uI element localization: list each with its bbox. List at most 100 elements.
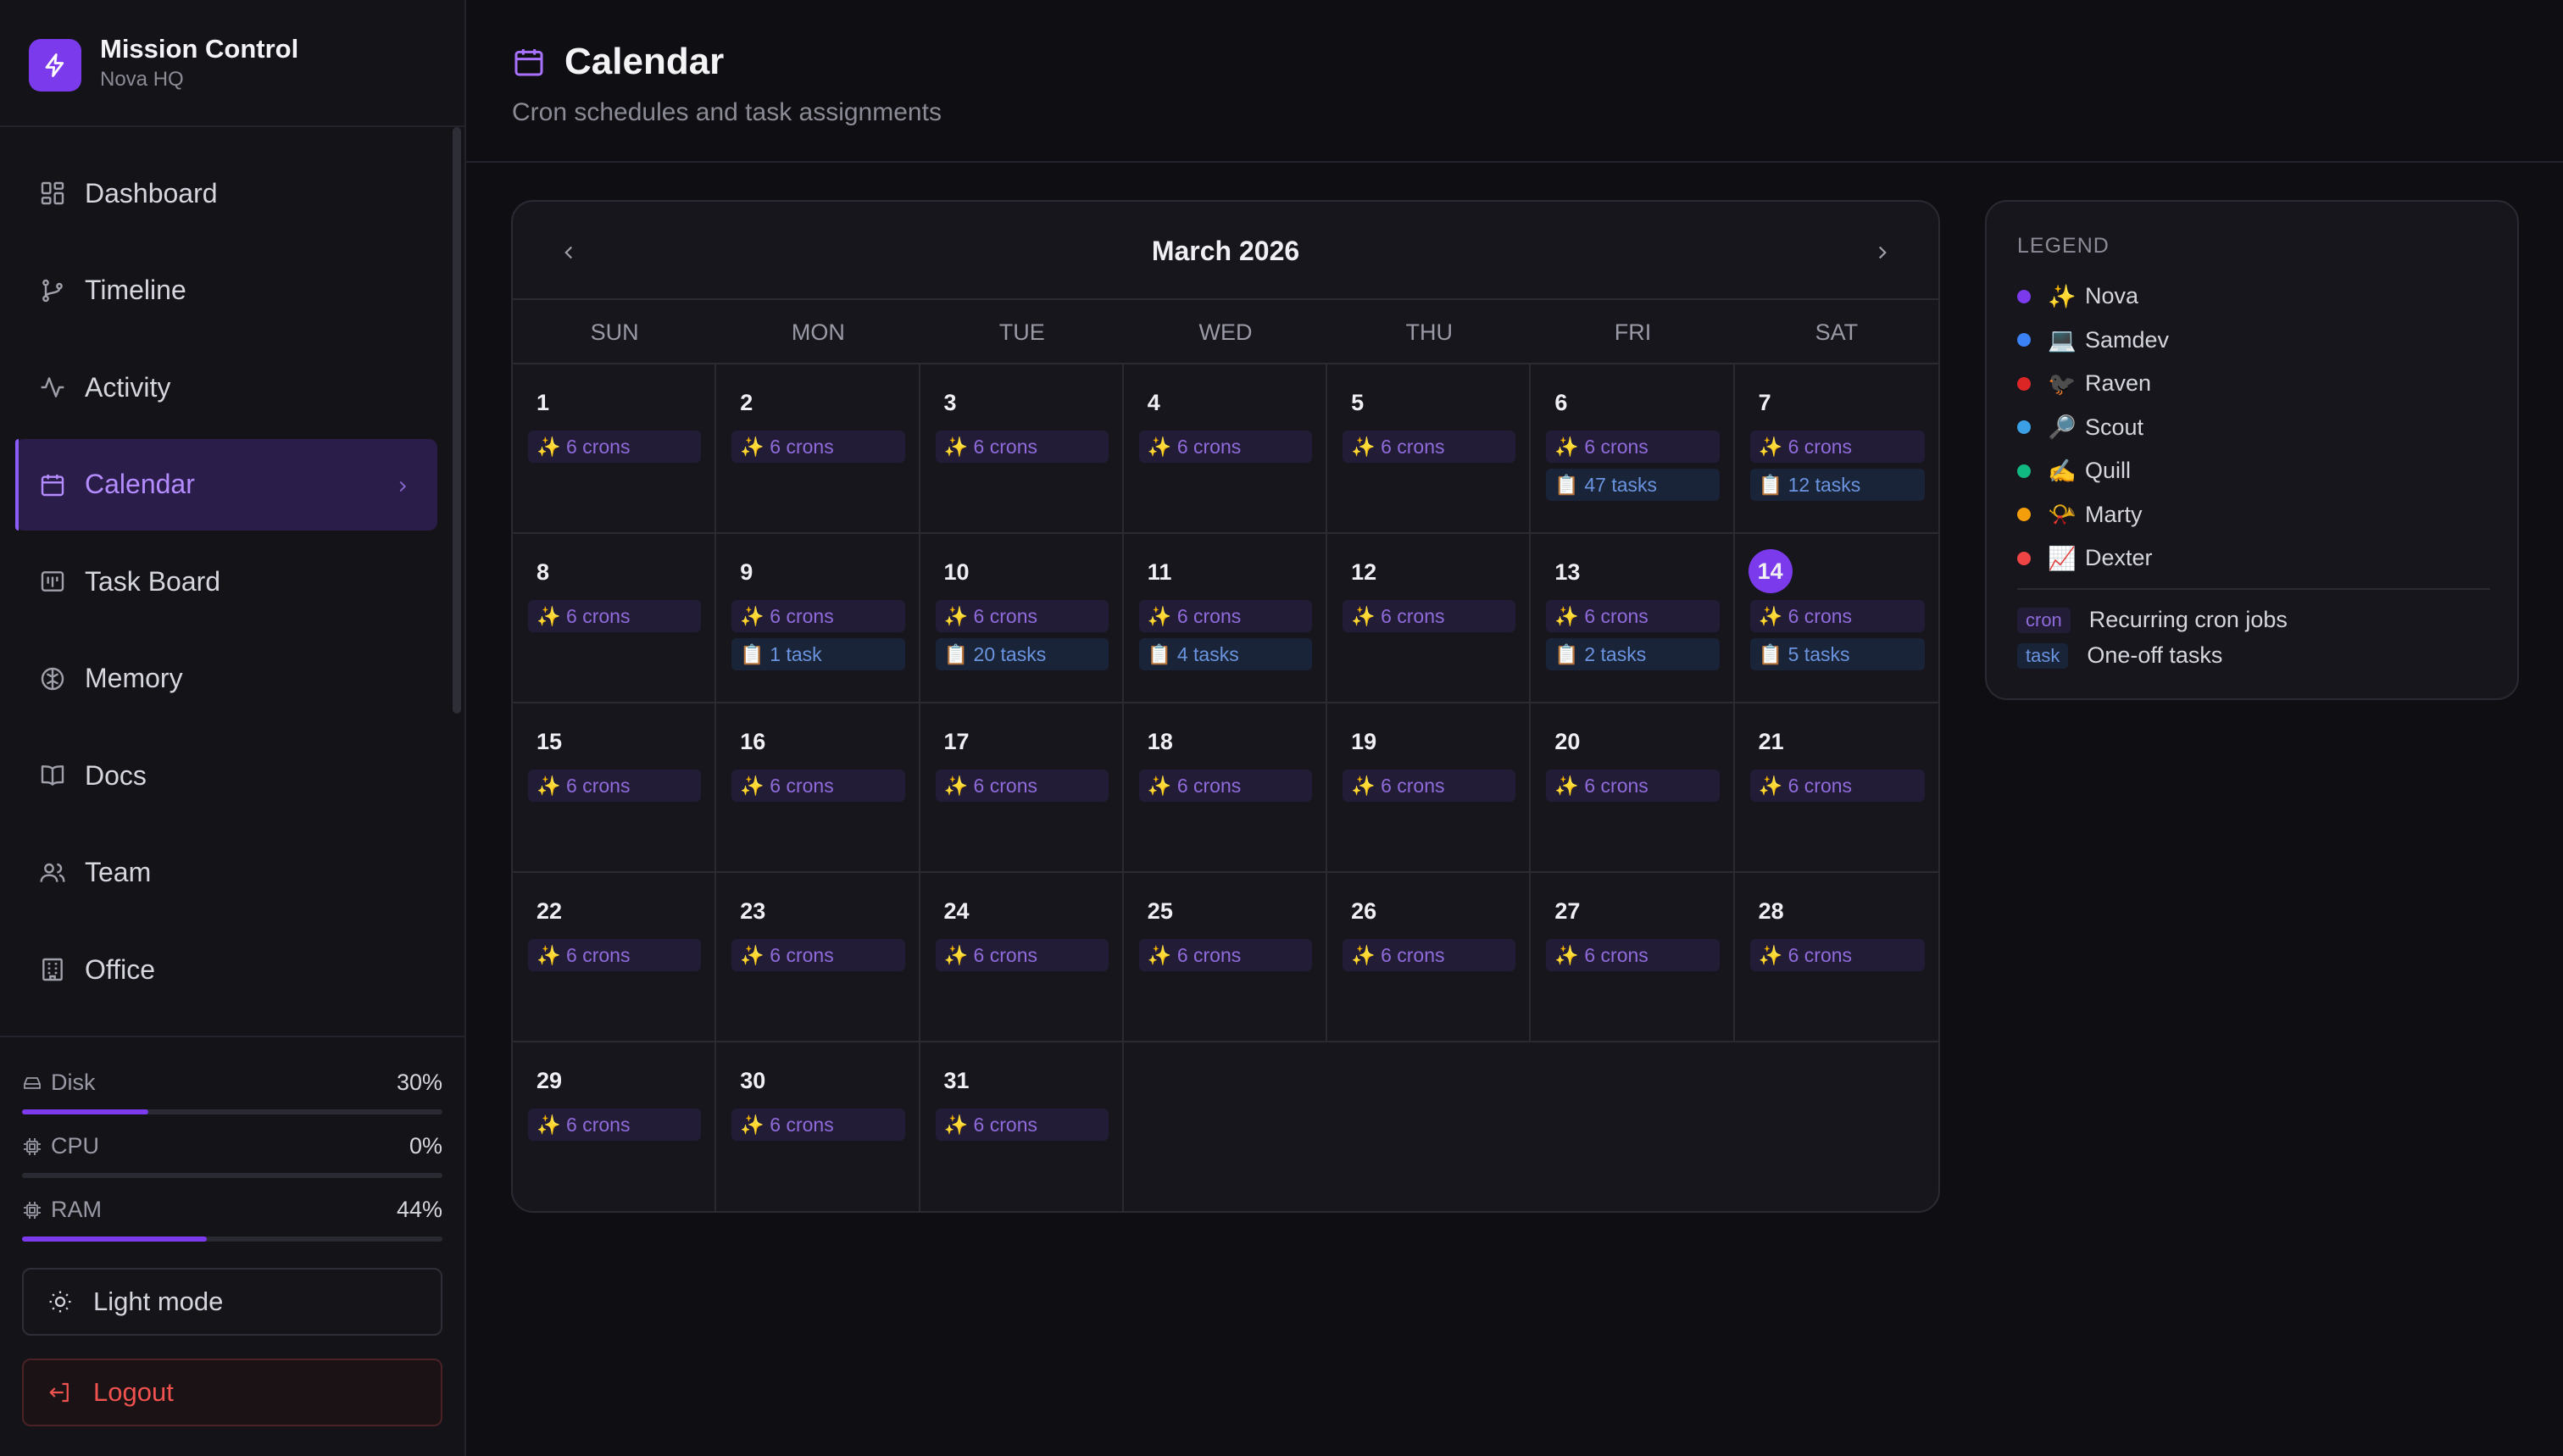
agent-name: Quill — [2085, 458, 2132, 484]
cron-chip[interactable]: ✨ 6 crons — [528, 431, 702, 463]
sidebar-item-timeline[interactable]: Timeline — [15, 245, 437, 336]
cron-chip[interactable]: ✨ 6 crons — [1138, 770, 1313, 802]
cron-chip[interactable]: ✨ 6 crons — [935, 770, 1109, 802]
calendar-day[interactable]: 1 ✨ 6 crons — [513, 364, 717, 534]
light-mode-button[interactable]: Light mode — [22, 1268, 442, 1336]
calendar-day[interactable]: 22 ✨ 6 crons — [513, 873, 717, 1042]
calendar-day[interactable]: 6 ✨ 6 crons 📋 47 tasks — [1531, 364, 1735, 534]
calendar-day[interactable]: 9 ✨ 6 crons 📋 1 task — [716, 534, 920, 703]
task-chip[interactable]: 📋 12 tasks — [1749, 469, 1925, 501]
cron-chip[interactable]: ✨ 6 crons — [1343, 600, 1516, 632]
metric-value: 0% — [409, 1133, 442, 1159]
calendar-day[interactable]: 15 ✨ 6 crons — [513, 703, 717, 873]
cron-chip[interactable]: ✨ 6 crons — [935, 1109, 1109, 1141]
logout-label: Logout — [93, 1377, 174, 1407]
cron-chip[interactable]: ✨ 6 crons — [1749, 600, 1925, 632]
calendar-day[interactable]: 25 ✨ 6 crons — [1123, 873, 1328, 1042]
calendar-day[interactable]: 13 ✨ 6 crons 📋 2 tasks — [1531, 534, 1735, 703]
sidebar-item-dashboard[interactable]: Dashboard — [15, 147, 437, 239]
agent-color-dot — [2017, 289, 2031, 303]
task-chip[interactable]: 📋 47 tasks — [1546, 469, 1720, 501]
calendar-day[interactable]: 3 ✨ 6 crons — [920, 364, 1124, 534]
calendar-day[interactable]: 21 ✨ 6 crons — [1734, 703, 1938, 873]
task-chip[interactable]: 📋 5 tasks — [1749, 638, 1925, 670]
sidebar-item-activity[interactable]: Activity — [15, 342, 437, 433]
chevron-left-icon[interactable] — [553, 237, 584, 268]
cron-chip[interactable]: ✨ 6 crons — [1138, 431, 1313, 463]
calendar-day[interactable]: 23 ✨ 6 crons — [716, 873, 920, 1042]
system-status — [0, 1036, 464, 1456]
task-chip[interactable]: 📋 4 tasks — [1138, 638, 1313, 670]
sidebar-item-office[interactable]: Office — [15, 924, 437, 1015]
cron-chip[interactable]: ✨ 6 crons — [1343, 939, 1516, 971]
sidebar-item-task-board[interactable]: Task Board — [15, 536, 437, 627]
cron-chip[interactable]: ✨ 6 crons — [1138, 600, 1313, 632]
sidebar-item-memory[interactable]: Memory — [15, 633, 437, 725]
brain-icon — [37, 664, 68, 694]
calendar-day[interactable]: 5 ✨ 6 crons — [1327, 364, 1532, 534]
calendar-day[interactable]: 26 ✨ 6 crons — [1327, 873, 1532, 1042]
calendar-day[interactable]: 4 ✨ 6 crons — [1123, 364, 1328, 534]
calendar-day[interactable]: 14 ✨ 6 crons 📋 5 tasks — [1734, 534, 1938, 703]
calendar-day[interactable]: 2 ✨ 6 crons — [716, 364, 920, 534]
cron-chip[interactable]: ✨ 6 crons — [731, 431, 905, 463]
calendar-day[interactable]: 31 ✨ 6 crons — [920, 1042, 1124, 1211]
calendar-day[interactable]: 30 ✨ 6 crons — [716, 1042, 920, 1211]
task-chip[interactable]: 📋 2 tasks — [1546, 638, 1720, 670]
task-chip[interactable]: 📋 1 task — [731, 638, 905, 670]
task-chip[interactable]: 📋 20 tasks — [935, 638, 1109, 670]
day-number: 12 — [1351, 559, 1377, 585]
calendar-day[interactable]: 20 ✨ 6 crons — [1531, 703, 1735, 873]
sidebar-scrollbar[interactable] — [453, 127, 461, 714]
sidebar-item-team[interactable]: Team — [15, 827, 437, 919]
cron-chip[interactable]: ✨ 6 crons — [1343, 431, 1516, 463]
cron-chip[interactable]: ✨ 6 crons — [935, 939, 1109, 971]
agent-name: Scout — [2085, 414, 2144, 440]
calendar-day[interactable]: 11 ✨ 6 crons 📋 4 tasks — [1123, 534, 1328, 703]
cron-chip[interactable]: ✨ 6 crons — [1749, 770, 1925, 802]
cron-chip[interactable]: ✨ 6 crons — [935, 431, 1109, 463]
cron-chip[interactable]: ✨ 6 crons — [1546, 600, 1720, 632]
calendar-day[interactable]: 10 ✨ 6 crons 📋 20 tasks — [920, 534, 1124, 703]
cron-chip[interactable]: ✨ 6 crons — [1546, 431, 1720, 463]
calendar-day[interactable]: 24 ✨ 6 crons — [920, 873, 1124, 1042]
cron-chip[interactable]: ✨ 6 crons — [1546, 770, 1720, 802]
calendar-day[interactable]: 12 ✨ 6 crons — [1327, 534, 1532, 703]
legend-agent-list: ✨ Nova 💻 Samdev 🐦‍⬛ Raven 🔎 Scout ✍️ Quill 📯 Marty 📈… — [2017, 275, 2169, 581]
sidebar-item-docs[interactable]: Docs — [15, 730, 437, 821]
cron-chip[interactable]: ✨ 6 crons — [731, 1109, 905, 1141]
cron-chip[interactable]: ✨ 6 crons — [731, 600, 905, 632]
calendar-day[interactable]: 8 ✨ 6 crons — [513, 534, 717, 703]
calendar-day[interactable]: 17 ✨ 6 crons — [920, 703, 1124, 873]
cron-chip[interactable]: ✨ 6 crons — [528, 1109, 702, 1141]
cron-chip[interactable]: ✨ 6 crons — [1343, 770, 1516, 802]
cron-chip[interactable]: ✨ 6 crons — [731, 770, 905, 802]
chevron-right-icon[interactable] — [1867, 237, 1898, 268]
cron-chip[interactable]: ✨ 6 crons — [1546, 939, 1720, 971]
page-subtitle: Cron schedules and task assignments — [512, 98, 942, 126]
sidebar-item-label: Timeline — [85, 275, 186, 305]
cron-chip[interactable]: ✨ 6 crons — [731, 939, 905, 971]
cron-chip[interactable]: ✨ 6 crons — [528, 939, 702, 971]
calendar-day[interactable]: 7 ✨ 6 crons 📋 12 tasks — [1734, 364, 1938, 534]
sun-icon — [47, 1287, 76, 1316]
logout-button[interactable]: Logout — [22, 1359, 442, 1426]
cron-chip[interactable]: ✨ 6 crons — [528, 770, 702, 802]
logout-icon — [47, 1378, 76, 1407]
calendar-day[interactable]: 16 ✨ 6 crons — [716, 703, 920, 873]
agent-color-dot — [2017, 551, 2031, 565]
cron-chip[interactable]: ✨ 6 crons — [1749, 431, 1925, 463]
cron-chip[interactable]: ✨ 6 crons — [935, 600, 1109, 632]
cron-chip[interactable]: ✨ 6 crons — [1138, 939, 1313, 971]
day-number: 9 — [740, 559, 753, 585]
calendar-day[interactable]: 19 ✨ 6 crons — [1327, 703, 1532, 873]
page-header: Calendar Cron schedules and task assignm… — [466, 0, 2563, 163]
calendar-day[interactable]: 18 ✨ 6 crons — [1123, 703, 1328, 873]
calendar-day[interactable]: 27 ✨ 6 crons — [1531, 873, 1735, 1042]
cron-chip[interactable]: ✨ 6 crons — [1749, 939, 1925, 971]
cron-chip[interactable]: ✨ 6 crons — [528, 600, 702, 632]
calendar-day[interactable]: 29 ✨ 6 crons — [513, 1042, 717, 1211]
sidebar-item-calendar[interactable]: Calendar — [15, 438, 437, 531]
calendar-day[interactable]: 28 ✨ 6 crons — [1734, 873, 1938, 1042]
day-number: 20 — [1554, 729, 1581, 754]
